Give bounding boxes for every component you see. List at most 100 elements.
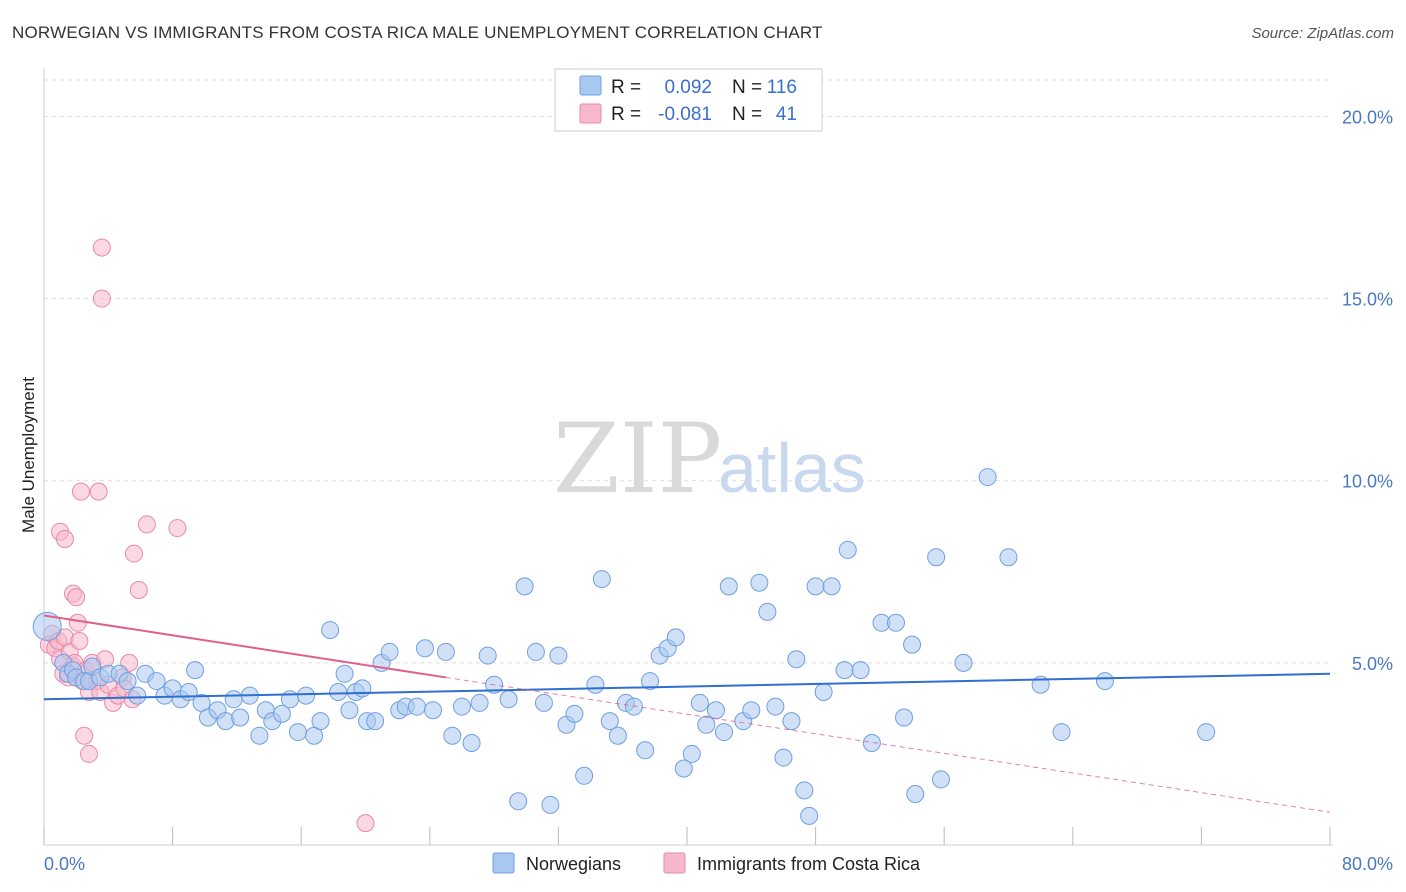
norwegians-point-49	[415, 639, 434, 658]
norwegians-point-84	[714, 723, 733, 742]
norwegians-point-14	[147, 672, 166, 691]
norwegians-point-93	[787, 650, 806, 669]
legend-n-label-2: N =	[732, 104, 762, 125]
norwegians-point-61	[526, 642, 545, 661]
norwegians-point-75	[641, 672, 660, 691]
norwegians-trend-line	[43, 672, 1331, 701]
costa-rica-trend-line	[43, 614, 447, 679]
costa-rica-point-36	[92, 238, 111, 257]
legend-n-value-1: 116	[767, 77, 797, 98]
top-legend: R = 0.092 N = 116 R = -0.081 N = 41	[554, 68, 823, 132]
norwegians-point-83	[706, 701, 725, 720]
norwegians-point-102	[862, 734, 881, 752]
watermark: ZIP atlas	[553, 403, 866, 515]
norwegians-point-36	[321, 621, 340, 640]
costa-rica-point-34	[80, 744, 99, 763]
norwegians-point-114	[1052, 723, 1071, 742]
legend-r-value-1: 0.092	[664, 77, 712, 98]
norwegians-point-99	[835, 661, 854, 680]
legend-r-value-2: -0.081	[658, 104, 712, 125]
legend-r-label-1: R =	[611, 77, 641, 98]
y-tick-label-3: 20.0%	[1342, 107, 1393, 127]
norwegians-point-66	[565, 704, 584, 723]
norwegians-point-80	[682, 744, 701, 763]
norwegians-point-70	[600, 712, 619, 731]
series-costa-rica-points	[39, 238, 375, 833]
x-tick-labels: 0.0% 80.0%	[44, 854, 1393, 874]
norwegians-point-67	[575, 766, 594, 785]
norwegians-point-32	[288, 723, 307, 742]
norwegians-point-91	[774, 748, 793, 767]
norwegians-point-68	[586, 675, 605, 694]
costa-rica-point-40	[137, 515, 156, 534]
norwegians-point-11	[118, 672, 137, 691]
norwegians-point-69	[592, 570, 611, 589]
series-norwegians-points	[32, 468, 1216, 825]
norwegians-point-106	[903, 635, 922, 654]
trend-lines	[43, 614, 1331, 813]
norwegians-point-105	[895, 708, 914, 727]
costa-rica-point-33	[75, 726, 94, 745]
bottom-legend-swatch-costa-rica	[663, 852, 686, 874]
norwegians-point-37	[329, 683, 348, 701]
y-tick-labels: 5.0% 10.0% 15.0% 20.0%	[1342, 107, 1393, 673]
norwegians-point-50	[424, 701, 443, 720]
norwegians-point-111	[978, 468, 997, 487]
costa-rica-point-39	[129, 581, 148, 599]
norwegians-point-52	[443, 726, 462, 745]
chart-title: NORWEGIAN VS IMMIGRANTS FROM COSTA RICA …	[12, 23, 823, 42]
y-tick-label-1: 10.0%	[1342, 472, 1393, 492]
legend-r-label-2: R =	[611, 104, 641, 125]
norwegians-point-98	[822, 577, 841, 596]
norwegians-point-35	[311, 712, 330, 731]
legend-swatch-norwegians	[579, 75, 602, 96]
norwegians-point-51	[436, 642, 455, 661]
costa-rica-point-13	[70, 632, 89, 650]
norwegians-point-62	[534, 693, 553, 712]
norwegians-point-89	[758, 602, 777, 621]
costa-rica-point-41	[168, 519, 187, 538]
costa-rica-point-12	[68, 613, 87, 632]
norwegians-point-24	[224, 690, 243, 709]
bottom-legend-swatch-norwegians	[492, 852, 515, 874]
norwegians-point-112	[999, 548, 1018, 567]
norwegians-point-85	[719, 577, 738, 596]
norwegians-point-108	[927, 548, 946, 567]
norwegians-point-81	[690, 693, 709, 712]
norwegians-point-71	[608, 726, 627, 745]
norwegians-point-79	[674, 759, 693, 778]
norwegians-point-0	[32, 611, 62, 641]
grid-lines	[44, 79, 1330, 664]
watermark-zip: ZIP	[553, 403, 722, 515]
norwegians-point-64	[549, 646, 568, 665]
norwegians-point-12	[128, 686, 147, 705]
legend-n-value-2: 41	[776, 104, 797, 125]
costa-rica-point-35	[89, 482, 108, 501]
norwegians-point-109	[931, 770, 950, 789]
x-tick-label-min: 0.0%	[44, 854, 85, 874]
costa-rica-point-37	[92, 289, 111, 308]
norwegians-point-58	[499, 690, 518, 709]
norwegians-point-19	[186, 661, 205, 680]
norwegians-point-88	[750, 573, 769, 592]
norwegians-point-116	[1197, 723, 1216, 742]
costa-rica-point-42	[356, 814, 375, 833]
norwegians-point-30	[272, 704, 291, 723]
norwegians-point-104	[886, 613, 905, 632]
norwegians-point-100	[838, 540, 857, 559]
norwegians-point-56	[478, 646, 497, 665]
norwegians-point-53	[452, 697, 471, 716]
y-tick-label-0: 5.0%	[1352, 654, 1393, 674]
norwegians-point-25	[231, 708, 250, 727]
y-axis-label: Male Unemployment	[19, 377, 38, 533]
norwegians-point-107	[906, 785, 925, 803]
norwegians-point-27	[250, 726, 269, 745]
norwegians-point-48	[407, 697, 426, 716]
norwegians-point-95	[800, 806, 819, 825]
bottom-legend-label-norwegians: Norwegians	[526, 854, 621, 874]
norwegians-point-96	[806, 577, 825, 596]
costa-rica-point-32	[71, 482, 90, 501]
axes	[43, 68, 1333, 846]
norwegians-point-45	[380, 642, 399, 661]
